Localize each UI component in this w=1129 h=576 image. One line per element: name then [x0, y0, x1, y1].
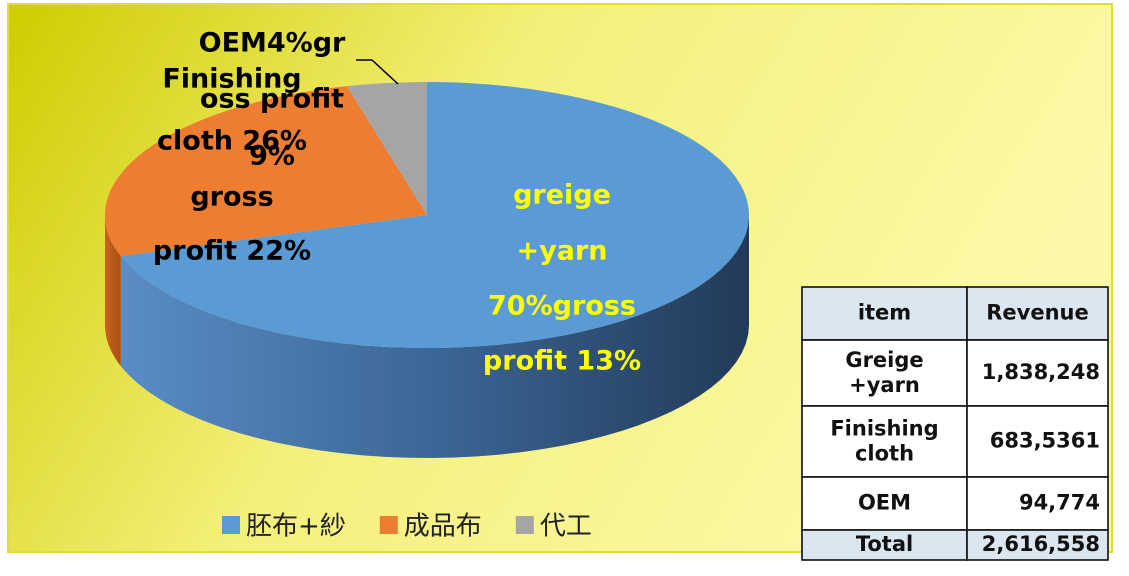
- table-text: 94,774: [1019, 491, 1100, 515]
- pie-side: [105, 215, 121, 367]
- pie-slice: [346, 82, 427, 215]
- table-cell: [801, 476, 968, 531]
- legend-swatch: [515, 516, 534, 534]
- table-text: Greige +yarn: [845, 348, 923, 397]
- table-text: Revenue: [986, 301, 1089, 325]
- legend-swatch: [379, 516, 398, 534]
- data-label: OEM4%gr: [199, 28, 346, 59]
- data-label: Finishing: [162, 64, 301, 95]
- legend-swatch: [222, 516, 240, 534]
- data-label: cloth 26%: [157, 126, 307, 157]
- table-cell: [801, 339, 968, 407]
- table-text-line: cloth: [855, 442, 914, 466]
- data-label: profit 22%: [153, 236, 311, 267]
- table-cell: [966, 405, 1109, 478]
- table-cell: [966, 286, 1109, 341]
- table-cell: [966, 529, 1109, 561]
- data-label: gross: [190, 182, 273, 213]
- table-text: item: [858, 301, 911, 325]
- pie-side: [120, 215, 749, 458]
- legend-label: 代工: [540, 512, 592, 542]
- table-text: OEM: [858, 491, 911, 515]
- data-label: oss profit: [200, 84, 344, 115]
- table-cell: [801, 529, 968, 561]
- legend-label: 胚布+紗: [246, 512, 346, 542]
- table-cell: [966, 476, 1109, 531]
- data-label: greige: [513, 180, 611, 211]
- table-text: 2,616,558: [982, 532, 1100, 556]
- table-cell: [966, 339, 1109, 407]
- table-text-line: +yarn: [849, 373, 920, 397]
- data-label: 9%: [249, 141, 295, 172]
- table-text: Finishing cloth: [830, 417, 938, 466]
- leader-line: [356, 59, 399, 85]
- data-label: +yarn: [517, 236, 608, 267]
- table-text-line: Finishing: [830, 417, 938, 441]
- pie-slice: [120, 82, 749, 349]
- data-label: 70%gross: [488, 291, 636, 322]
- table-text-line: Greige: [845, 348, 923, 372]
- table-text: 683,5361: [990, 429, 1100, 453]
- legend-label: 成品布: [404, 512, 482, 542]
- pie-slice: [104, 86, 428, 257]
- table: item Revenue Greige +yarn 1,838,248 Finishing…: [801, 286, 1109, 561]
- data-label: profit 13%: [483, 346, 641, 377]
- table-text: 1,838,248: [982, 360, 1100, 384]
- table-text: Total: [856, 532, 913, 556]
